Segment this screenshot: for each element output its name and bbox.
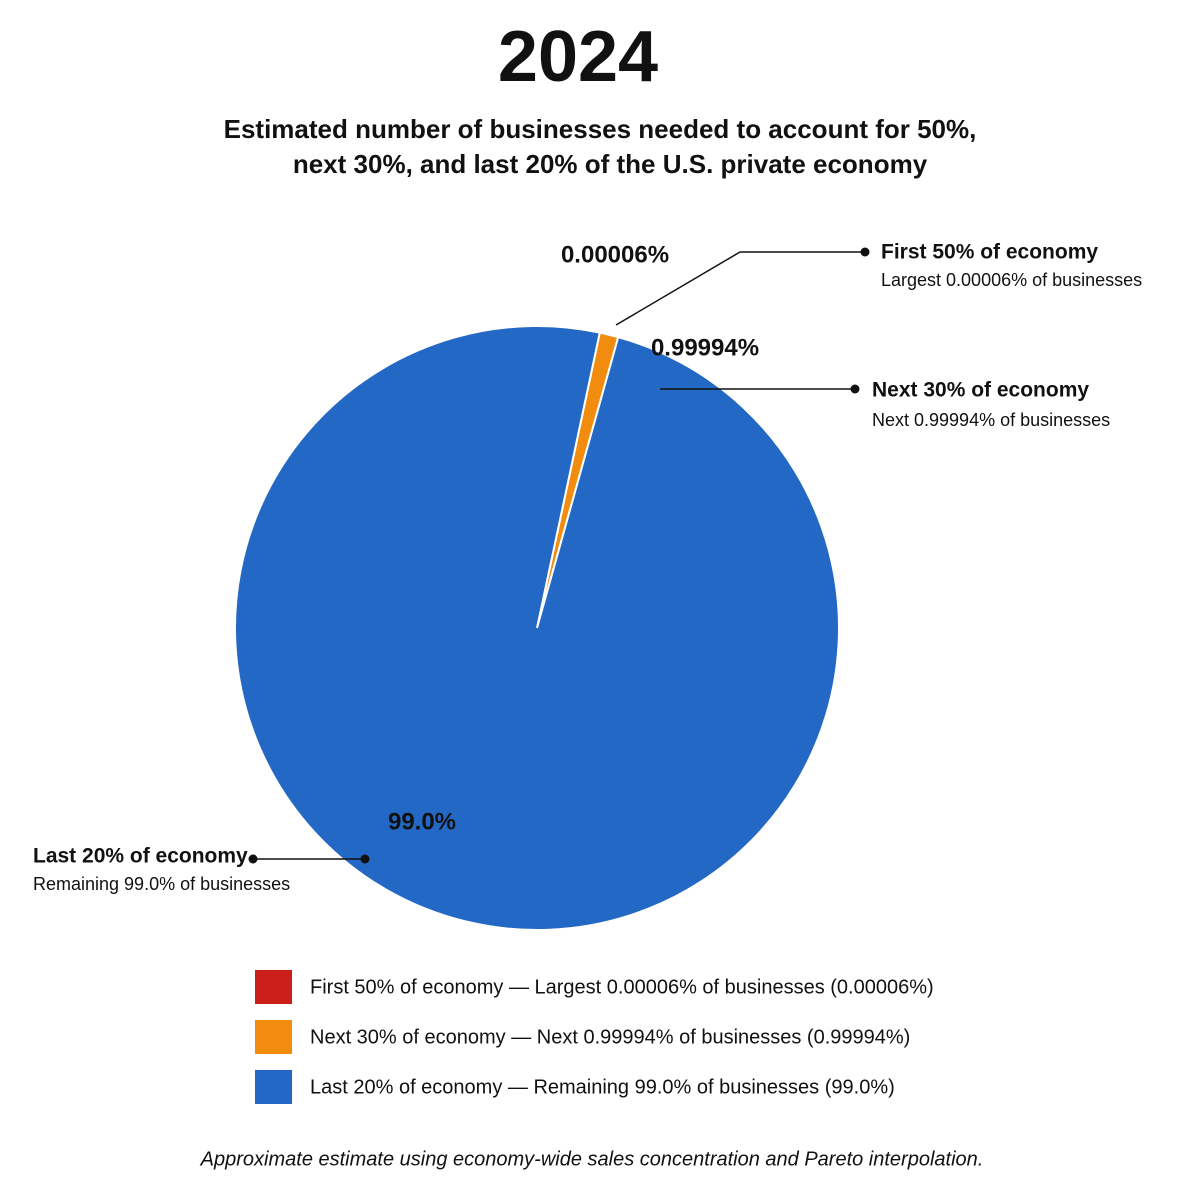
legend-label: First 50% of economy — Largest 0.00006% … xyxy=(310,976,934,998)
footnote: Approximate estimate using economy-wide … xyxy=(200,1148,984,1170)
callout-detail: Largest 0.00006% of businesses xyxy=(881,270,1142,290)
pie-slice xyxy=(234,325,840,931)
callout-title: Next 30% of economy xyxy=(872,379,1089,402)
callout-dot xyxy=(360,854,370,864)
legend-swatch xyxy=(255,1070,292,1104)
chart-title: 2024 xyxy=(498,17,658,97)
callout-title: Last 20% of economy xyxy=(33,845,248,868)
callout-detail: Next 0.99994% of businesses xyxy=(872,410,1110,430)
value-label: 0.99994% xyxy=(651,334,759,361)
legend-swatch xyxy=(255,970,292,1004)
callout-detail: Remaining 99.0% of businesses xyxy=(33,874,290,894)
callout-dot xyxy=(248,854,258,864)
legend-label: Next 30% of economy — Next 0.99994% of b… xyxy=(310,1026,910,1048)
chart-subtitle: Estimated number of businesses needed to… xyxy=(224,114,977,144)
callout-line xyxy=(615,251,865,326)
callout-dot xyxy=(860,247,870,257)
callout-title: First 50% of economy xyxy=(881,241,1098,264)
callout-dot xyxy=(850,384,860,394)
value-label: 99.0% xyxy=(388,808,456,835)
value-label: 0.00006% xyxy=(561,241,669,268)
legend-swatch xyxy=(255,1020,292,1054)
chart-subtitle: next 30%, and last 20% of the U.S. priva… xyxy=(293,149,928,179)
legend-label: Last 20% of economy — Remaining 99.0% of… xyxy=(310,1076,895,1098)
